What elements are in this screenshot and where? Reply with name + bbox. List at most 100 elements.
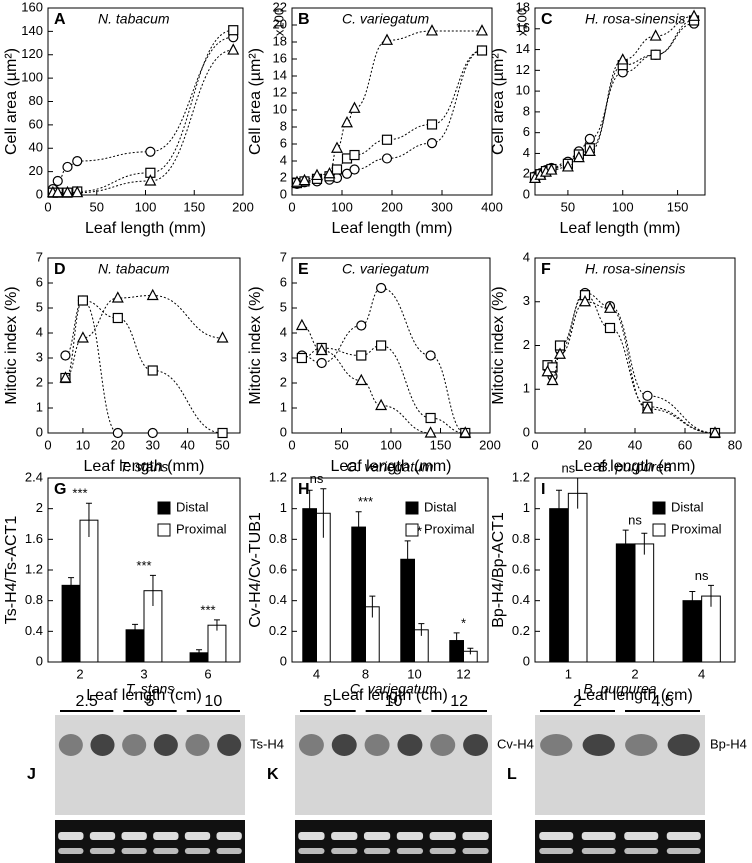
rrna-band <box>462 832 489 840</box>
blot-panel: KC. variegatumdpdpdp51012Cv-H4 <box>267 681 534 863</box>
point <box>376 340 387 351</box>
y-tick-label: 0.4 <box>25 623 43 638</box>
y-tick-label: 2.4 <box>25 469 43 484</box>
y-tick-label: 1 <box>523 500 530 515</box>
legend-swatch <box>157 501 171 515</box>
x-tick-label: 200 <box>232 199 254 214</box>
rrna-band <box>153 832 179 840</box>
y-tick-label: 2 <box>523 166 530 181</box>
panel-letter: A <box>54 11 66 28</box>
gene-label: Cv-H4 <box>497 736 534 751</box>
y-tick-label: 0 <box>523 186 530 201</box>
y-tick-label: 0.2 <box>269 623 287 638</box>
band <box>582 734 615 756</box>
x-tick-label: 50 <box>90 199 104 214</box>
x-tick-label: 3 <box>140 666 147 681</box>
gene-label: Ts-H4 <box>250 736 284 751</box>
y-tick-label: 20 <box>273 16 287 31</box>
legend-label: Proximal <box>176 521 227 536</box>
point <box>425 350 436 361</box>
series-line <box>296 50 483 185</box>
point <box>579 294 591 307</box>
point <box>642 390 653 401</box>
y-axis-label: Ts-H4/Ts-ACT1 <box>3 516 20 625</box>
panel-letter: D <box>54 261 66 278</box>
x-tick-label: 150 <box>183 199 205 214</box>
y-axis-label: Cell area (µm²) <box>247 48 264 155</box>
point <box>554 347 566 359</box>
y-axis-label: Cell area (µm²) <box>3 48 20 155</box>
x-axis-label: Leaf length (mm) <box>84 458 205 475</box>
x-tick-label: 150 <box>430 437 452 452</box>
x-axis-label: Leaf length (mm) <box>332 220 453 237</box>
blot-panel: LB. purpureadpdp24.5Bp-H4 <box>507 681 747 863</box>
y-tick-label: 0.6 <box>512 561 530 576</box>
y-tick-label: 0.8 <box>512 531 530 546</box>
bar <box>61 584 81 663</box>
point <box>375 398 388 411</box>
point <box>649 29 662 41</box>
y-tick-label: 0 <box>280 424 287 439</box>
error-bar <box>149 574 156 607</box>
x-tick-label: 0 <box>288 437 295 452</box>
group-label: 10 <box>204 693 222 710</box>
x-tick-label: 50 <box>561 199 575 214</box>
point <box>476 45 488 56</box>
x-axis-label: Leaf length (mm) <box>331 458 452 475</box>
point <box>356 320 367 331</box>
x-tick-label: 30 <box>145 437 159 452</box>
blot-title: T. stans <box>126 681 175 697</box>
point <box>426 24 438 36</box>
series-line <box>534 15 695 179</box>
x-tick-label: 400 <box>481 199 503 214</box>
point <box>616 53 629 65</box>
x-tick-label: 0 <box>531 437 538 452</box>
blot-gel <box>535 820 705 863</box>
legend-swatch <box>405 523 419 537</box>
rrna-band <box>666 832 701 840</box>
plot-frame <box>534 7 706 196</box>
point <box>296 352 307 364</box>
y-tick-label: 10 <box>516 83 530 98</box>
point <box>147 365 158 376</box>
band <box>540 734 573 756</box>
annotation: * <box>461 615 466 630</box>
rrna-band <box>396 848 424 854</box>
y-tick-label: 60 <box>29 116 43 131</box>
y-axis-label: Mitotic index (%) <box>490 286 507 404</box>
point <box>145 146 156 157</box>
y-tick-label: 0.8 <box>269 531 287 546</box>
y-tick-label: 4 <box>36 324 43 339</box>
point <box>545 163 558 175</box>
rrna-band <box>331 848 358 854</box>
annotation: *** <box>200 602 215 617</box>
error-bar <box>68 577 75 593</box>
x-tick-label: 2 <box>76 666 83 681</box>
rrna-band <box>298 832 325 840</box>
y-tick-label: 18 <box>516 0 530 14</box>
y-tick-label: 8 <box>523 103 530 118</box>
point <box>604 301 616 313</box>
annotation: ns <box>628 513 642 528</box>
x-tick-label: 20 <box>578 437 592 452</box>
x-tick-label: 20 <box>111 437 125 452</box>
point <box>459 426 472 438</box>
y-tick-label: 22 <box>273 0 287 14</box>
point <box>112 312 123 324</box>
point <box>331 141 343 153</box>
series-line <box>52 49 234 194</box>
rrna-band <box>581 848 616 854</box>
legend-swatch <box>652 501 666 515</box>
y-axis-label: Cv-H4/Cv-TUB1 <box>247 512 264 628</box>
point <box>217 427 228 439</box>
y-tick-label: 3 <box>36 349 43 364</box>
group-label: 2.5 <box>76 693 98 710</box>
x-tick-label: 50 <box>334 437 348 452</box>
annotation: ns <box>695 568 709 583</box>
rrna-band <box>184 832 211 840</box>
point <box>311 168 323 181</box>
series-line <box>52 36 234 190</box>
